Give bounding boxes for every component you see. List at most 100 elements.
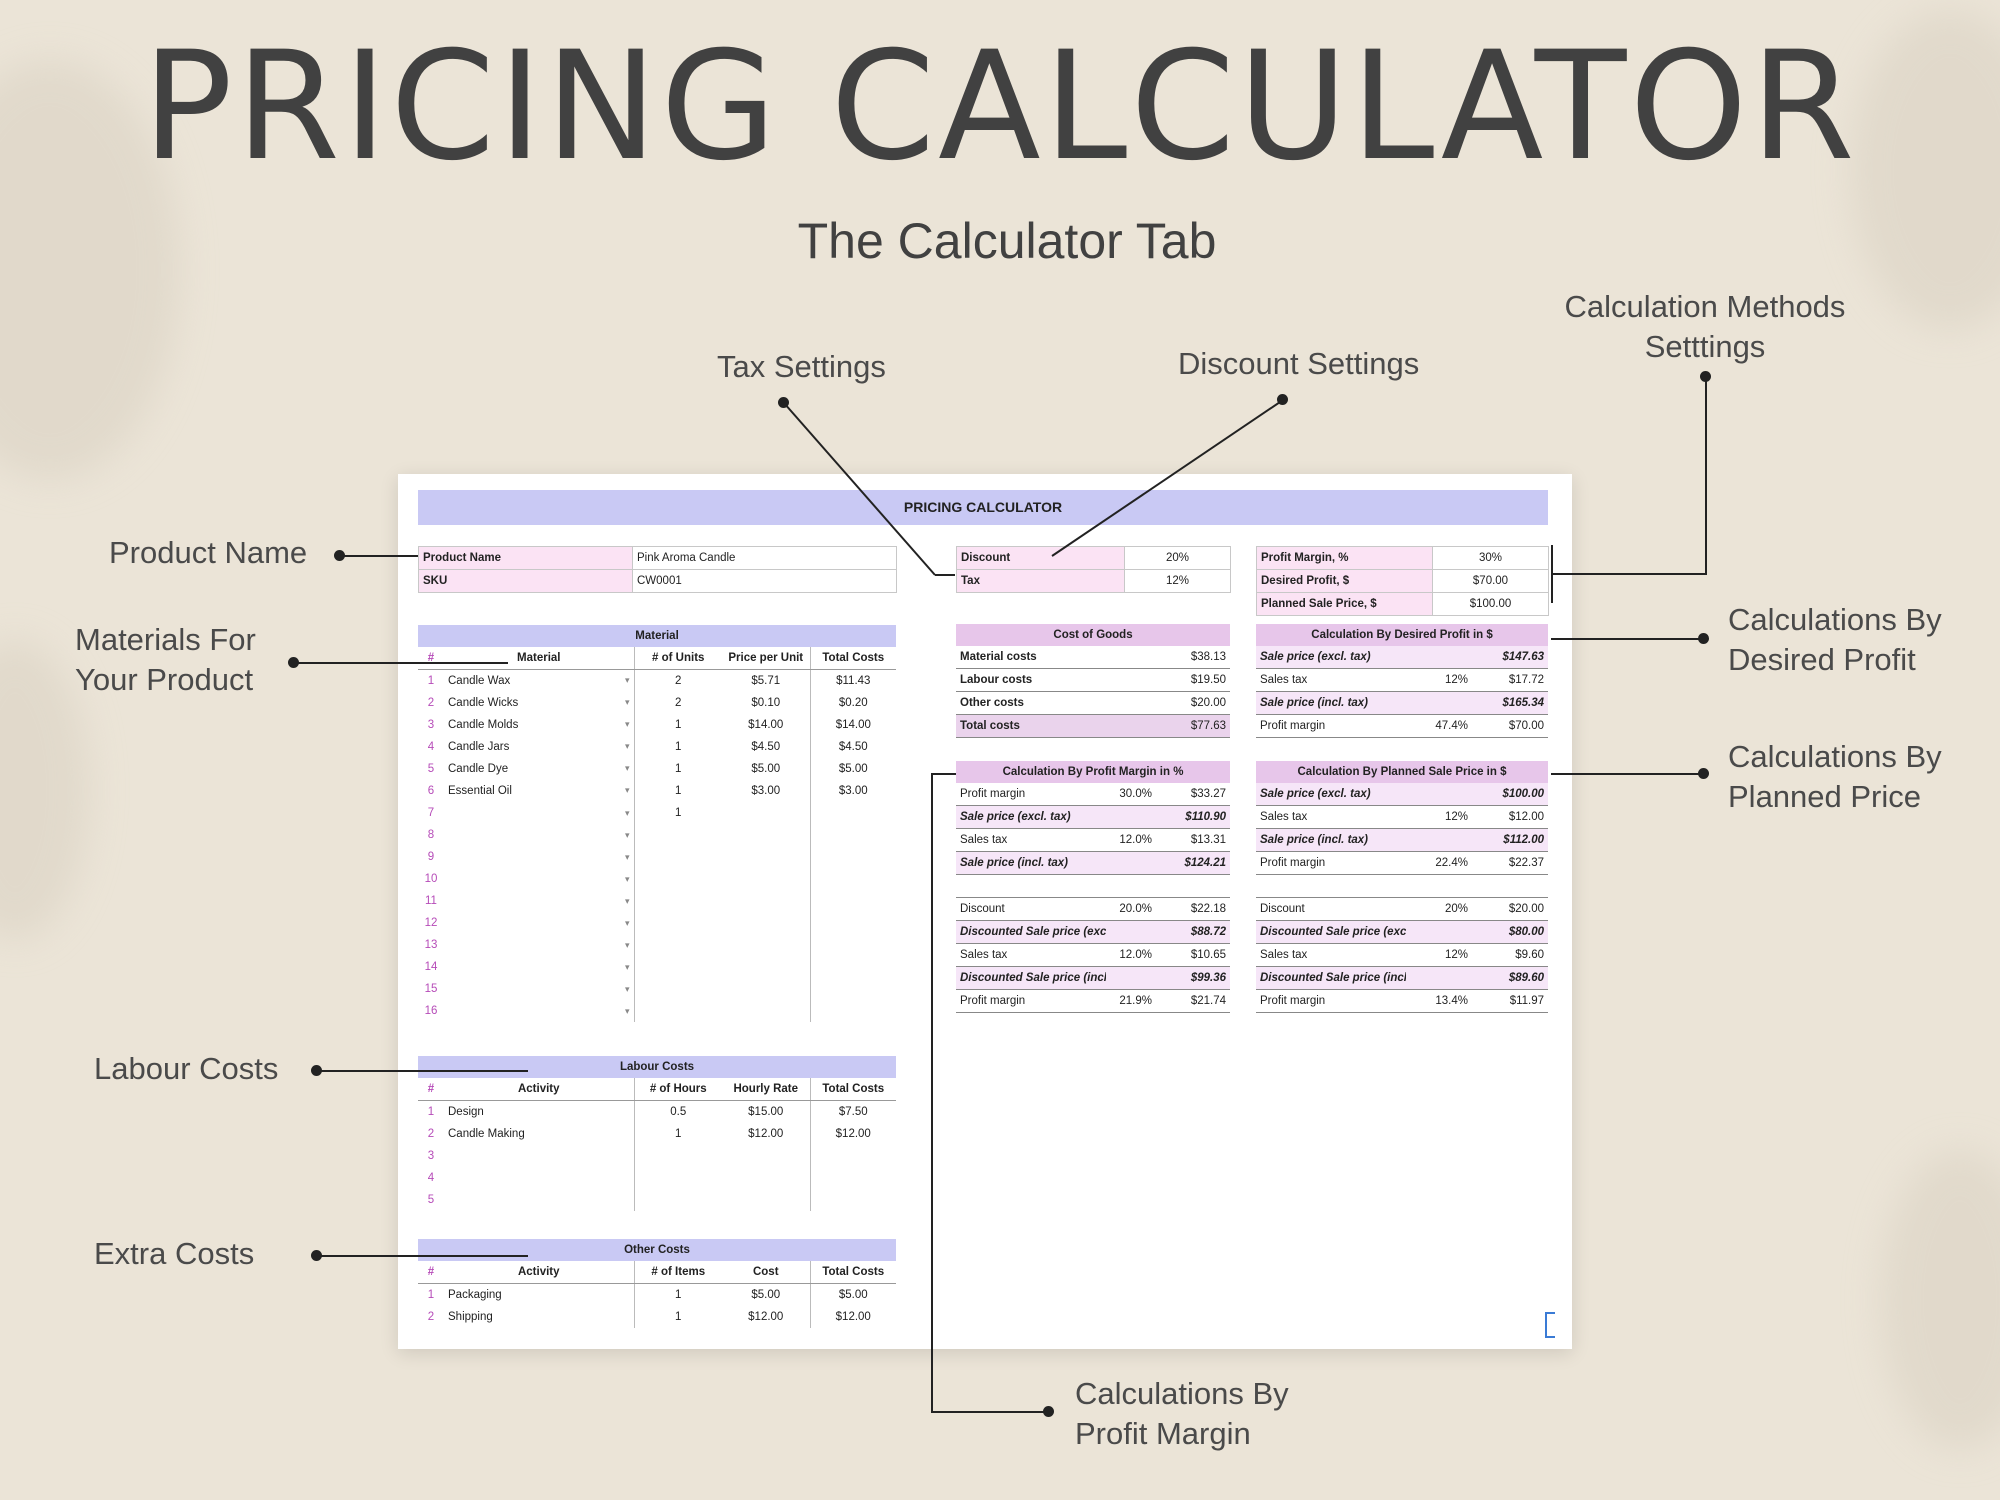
- table-cell[interactable]: $5.00: [838, 1289, 868, 1301]
- table-cell[interactable]: ▾: [444, 1000, 635, 1022]
- table-cell[interactable]: [810, 1167, 896, 1189]
- table-cell[interactable]: Candle Wicks ▾: [444, 692, 635, 714]
- table-cell[interactable]: Packaging: [444, 1283, 635, 1306]
- dropdown-caret-icon[interactable]: ▾: [624, 807, 630, 818]
- table-cell[interactable]: ▾: [444, 868, 635, 890]
- table-cell[interactable]: 2: [675, 675, 682, 687]
- table-cell[interactable]: [444, 1145, 635, 1167]
- table-cell[interactable]: $5.00: [838, 763, 868, 775]
- dropdown-caret-icon[interactable]: ▾: [624, 741, 630, 751]
- product-name-value[interactable]: Pink Aroma Candle: [632, 546, 897, 570]
- table-cell[interactable]: [810, 1145, 896, 1167]
- table-cell[interactable]: ▾: [444, 912, 635, 934]
- table-cell[interactable]: ▾: [444, 846, 635, 868]
- table-cell[interactable]: 1: [675, 807, 682, 819]
- table-cell[interactable]: $14.00: [722, 714, 811, 736]
- dropdown-caret-icon[interactable]: ▾: [624, 851, 630, 862]
- planned-price-setting-value[interactable]: $100.00: [1432, 592, 1549, 616]
- table-cell[interactable]: $14.00: [835, 719, 871, 731]
- table-cell[interactable]: [722, 846, 811, 868]
- sku-value[interactable]: CW0001: [632, 569, 897, 593]
- table-cell[interactable]: $4.50: [722, 736, 811, 758]
- table-cell[interactable]: [634, 978, 722, 1000]
- table-cell[interactable]: [634, 912, 722, 934]
- table-cell[interactable]: [634, 1145, 722, 1167]
- table-cell[interactable]: Candle Wax ▾: [444, 669, 635, 692]
- table-cell[interactable]: Design: [444, 1100, 635, 1123]
- discount-value[interactable]: 20%: [1124, 546, 1231, 570]
- table-cell[interactable]: $12.00: [722, 1123, 811, 1145]
- dropdown-caret-icon[interactable]: ▾: [624, 785, 630, 795]
- table-cell[interactable]: 1: [675, 719, 682, 731]
- table-cell[interactable]: [722, 824, 811, 846]
- table-cell[interactable]: [634, 890, 722, 912]
- table-cell[interactable]: [722, 934, 811, 956]
- table-cell[interactable]: [634, 846, 722, 868]
- table-cell[interactable]: 1: [675, 1128, 682, 1140]
- table-cell[interactable]: ▾: [444, 802, 635, 824]
- table-cell[interactable]: [810, 1000, 896, 1022]
- table-cell[interactable]: 0.5: [670, 1106, 687, 1118]
- dropdown-caret-icon[interactable]: ▾: [624, 829, 630, 840]
- table-cell[interactable]: 1: [675, 1311, 682, 1323]
- table-cell[interactable]: $12.00: [722, 1306, 811, 1328]
- table-cell[interactable]: $3.00: [722, 780, 811, 802]
- table-cell[interactable]: [810, 978, 896, 1000]
- table-cell[interactable]: [634, 868, 722, 890]
- table-cell[interactable]: $11.43: [836, 675, 871, 687]
- table-cell[interactable]: ▾: [444, 978, 635, 1000]
- table-cell[interactable]: [722, 1145, 811, 1167]
- table-cell[interactable]: [810, 1189, 896, 1211]
- table-cell[interactable]: $0.10: [722, 692, 811, 714]
- table-cell[interactable]: Candle Dye ▾: [444, 758, 635, 780]
- table-cell[interactable]: 1: [675, 1289, 682, 1301]
- table-cell[interactable]: $5.00: [722, 758, 811, 780]
- table-cell[interactable]: $4.50: [838, 741, 868, 753]
- table-cell[interactable]: [634, 1189, 722, 1211]
- table-cell[interactable]: [722, 890, 811, 912]
- table-cell[interactable]: $5.71: [722, 669, 811, 692]
- dropdown-caret-icon[interactable]: ▾: [624, 697, 630, 707]
- dropdown-caret-icon[interactable]: ▾: [624, 675, 630, 685]
- table-cell[interactable]: [722, 868, 811, 890]
- table-cell[interactable]: Shipping: [444, 1306, 635, 1328]
- table-cell[interactable]: [722, 978, 811, 1000]
- table-cell[interactable]: [810, 868, 896, 890]
- table-cell[interactable]: [810, 934, 896, 956]
- dropdown-caret-icon[interactable]: ▾: [624, 719, 630, 729]
- table-cell[interactable]: Candle Making: [444, 1123, 635, 1145]
- table-cell[interactable]: [444, 1189, 635, 1211]
- table-cell[interactable]: 1: [675, 741, 682, 753]
- table-cell[interactable]: [722, 1167, 811, 1189]
- table-cell[interactable]: $15.00: [722, 1100, 811, 1123]
- dropdown-caret-icon[interactable]: ▾: [624, 763, 630, 773]
- dropdown-caret-icon[interactable]: ▾: [624, 917, 630, 928]
- table-cell[interactable]: $12.00: [835, 1311, 871, 1323]
- table-cell[interactable]: [444, 1167, 635, 1189]
- dropdown-caret-icon[interactable]: ▾: [624, 895, 630, 906]
- table-cell[interactable]: [722, 912, 811, 934]
- dropdown-caret-icon[interactable]: ▾: [624, 939, 630, 950]
- table-cell[interactable]: $5.00: [722, 1283, 811, 1306]
- tax-value[interactable]: 12%: [1124, 569, 1231, 593]
- table-cell[interactable]: [722, 802, 811, 824]
- table-cell[interactable]: [634, 934, 722, 956]
- table-cell[interactable]: [722, 956, 811, 978]
- table-cell[interactable]: Essential Oil ▾: [444, 780, 635, 802]
- table-cell[interactable]: [722, 1000, 811, 1022]
- profit-margin-setting-value[interactable]: 30%: [1432, 546, 1549, 570]
- table-cell[interactable]: Candle Molds ▾: [444, 714, 635, 736]
- table-cell[interactable]: $0.20: [838, 697, 868, 709]
- dropdown-caret-icon[interactable]: ▾: [624, 873, 630, 884]
- table-cell[interactable]: ▾: [444, 934, 635, 956]
- table-cell[interactable]: ▾: [444, 956, 635, 978]
- table-cell[interactable]: 1: [675, 785, 682, 797]
- table-cell[interactable]: 1: [675, 763, 682, 775]
- table-cell[interactable]: [634, 1000, 722, 1022]
- table-cell[interactable]: [810, 846, 896, 868]
- table-cell[interactable]: ▾: [444, 890, 635, 912]
- table-cell[interactable]: $12.00: [835, 1128, 871, 1140]
- table-cell[interactable]: [634, 1167, 722, 1189]
- table-cell[interactable]: Candle Jars ▾: [444, 736, 635, 758]
- table-cell[interactable]: [722, 1189, 811, 1211]
